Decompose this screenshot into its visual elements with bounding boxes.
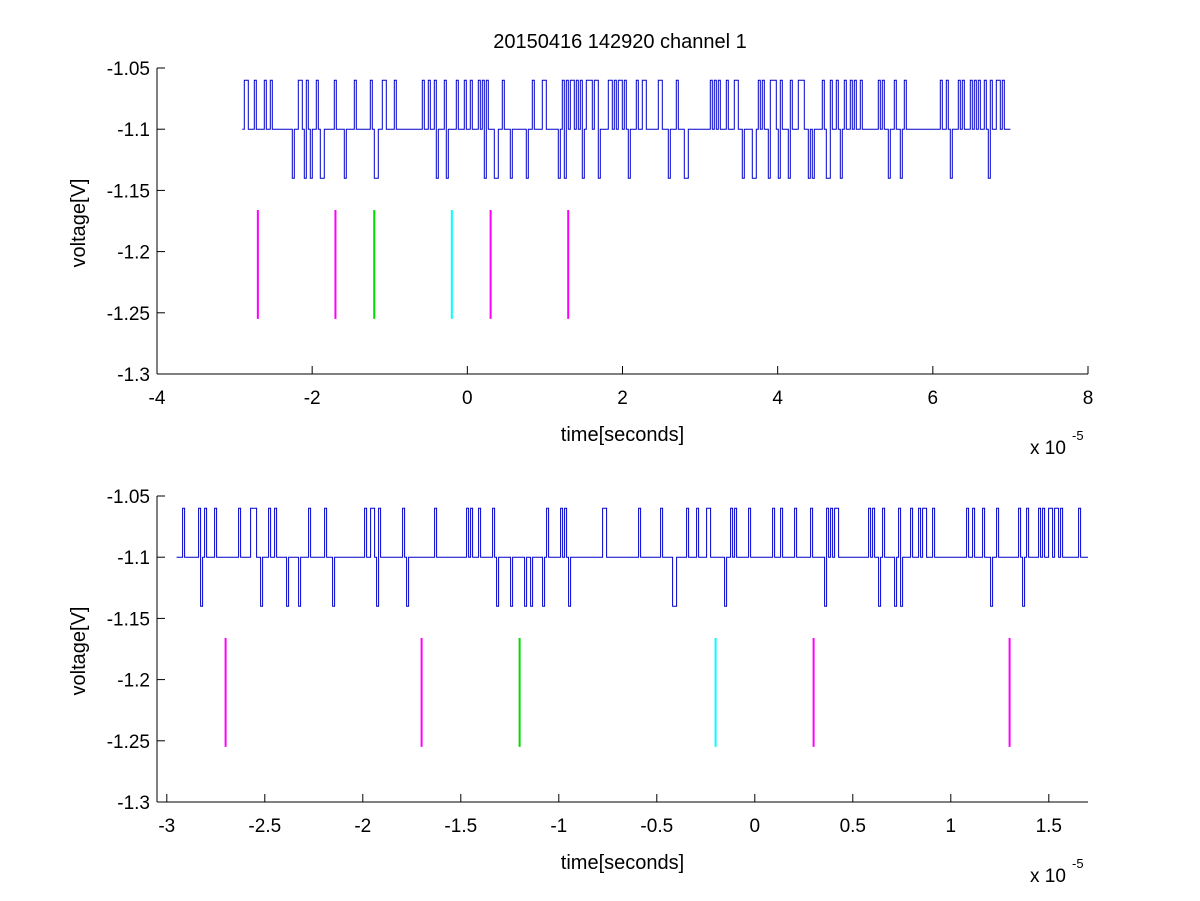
x-tick-label: 2 — [617, 388, 628, 409]
x-tick-label: -3 — [158, 816, 175, 837]
x-axis-label: time[seconds] — [561, 852, 684, 874]
x-tick-label: 8 — [1083, 388, 1094, 409]
y-tick-label: -1.05 — [107, 487, 150, 508]
y-tick-label: -1.15 — [107, 609, 150, 630]
y-tick-label: -1.25 — [107, 304, 150, 325]
signal-trace — [242, 79, 1011, 179]
x-tick-label: 0 — [462, 388, 473, 409]
bottom-axes: -3 -2.5 -2 -1.5 -1 -0.5 0 0.5 1 1.5 -1.3 -1.25 -1.2 -… — [68, 487, 1088, 887]
x-exponent-label: x 10 — [1030, 438, 1066, 459]
signal-trace — [176, 507, 1088, 607]
x-tick-label: -2.5 — [248, 816, 281, 837]
y-tick-label: -1.25 — [107, 732, 150, 753]
x-tick-label: 1.5 — [1036, 816, 1062, 837]
x-tick-label: 1 — [946, 816, 957, 837]
top-axes: -4 -2 0 2 4 6 8 -1.3 -1.25 -1.2 -1.15 -1.1 -1.05 time… — [68, 59, 1093, 459]
x-tick-label: -4 — [149, 388, 166, 409]
x-tick-label: -0.5 — [640, 816, 673, 837]
y-tick-label: -1.05 — [107, 59, 150, 80]
y-tick-label: -1.3 — [117, 365, 150, 386]
x-tick-label: 0.5 — [840, 816, 866, 837]
x-exponent-label: x 10 — [1030, 866, 1066, 887]
y-axis-label: voltage[V] — [68, 179, 90, 268]
chart-title: 20150416 142920 channel 1 — [493, 31, 747, 53]
x-tick-label: -1.5 — [444, 816, 477, 837]
x-axis-label: time[seconds] — [561, 424, 684, 446]
y-axis-label: voltage[V] — [68, 607, 90, 696]
y-tick-label: -1.2 — [117, 243, 150, 264]
x-tick-label: 0 — [750, 816, 761, 837]
x-tick-label: -1 — [550, 816, 567, 837]
x-exponent-power: -5 — [1072, 856, 1084, 871]
y-tick-label: -1.1 — [117, 548, 150, 569]
x-exponent-power: -5 — [1072, 428, 1084, 443]
x-tick-label: 6 — [928, 388, 939, 409]
x-tick-label: -2 — [304, 388, 321, 409]
y-tick-label: -1.3 — [117, 793, 150, 814]
y-tick-label: -1.1 — [117, 120, 150, 141]
y-tick-label: -1.15 — [107, 181, 150, 202]
x-tick-label: 4 — [772, 388, 783, 409]
x-tick-label: -2 — [354, 816, 371, 837]
y-tick-label: -1.2 — [117, 671, 150, 692]
